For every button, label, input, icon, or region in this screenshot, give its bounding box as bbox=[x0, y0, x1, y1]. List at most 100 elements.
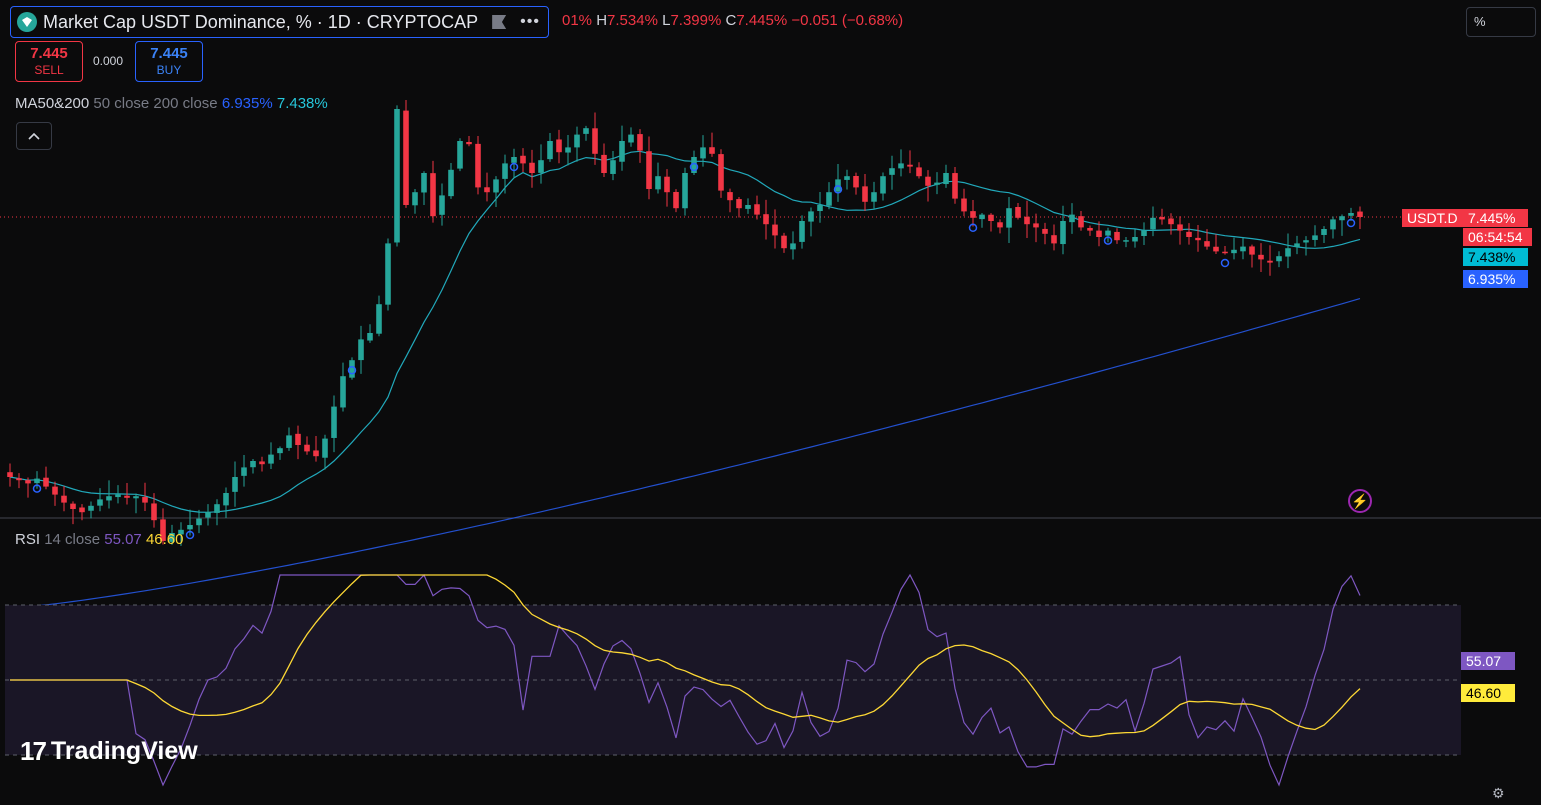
rsi-legend[interactable]: RSI 14 close 55.07 46.60 bbox=[15, 531, 184, 548]
candle-body bbox=[745, 205, 751, 209]
candle-body bbox=[484, 187, 490, 193]
candle-body bbox=[1105, 230, 1111, 236]
candle-body bbox=[772, 224, 778, 236]
candle-body bbox=[1042, 228, 1048, 234]
candle-body bbox=[1231, 249, 1237, 254]
candle-body bbox=[25, 480, 31, 484]
settings-icon[interactable]: ⚙ bbox=[1492, 785, 1505, 801]
tradingview-mark-icon: 17 bbox=[20, 736, 47, 766]
candle-body bbox=[286, 435, 292, 448]
candle-body bbox=[313, 450, 319, 457]
event-marker[interactable] bbox=[347, 365, 357, 375]
ma200-line[interactable] bbox=[9, 298, 1361, 609]
candle-body bbox=[250, 461, 256, 468]
event-marker[interactable] bbox=[509, 162, 519, 172]
candle-body bbox=[1132, 237, 1138, 242]
candle-body bbox=[385, 243, 391, 305]
ohlc-high-value: 7.534% bbox=[607, 12, 658, 29]
candle-body bbox=[106, 496, 112, 501]
candle-body bbox=[844, 176, 850, 180]
candle-body bbox=[1267, 260, 1273, 263]
rsi-legend-value: 55.07 bbox=[104, 531, 142, 548]
symbol-header[interactable]: Market Cap USDT Dominance, % · 1D · CRYP… bbox=[10, 6, 549, 38]
sell-button[interactable]: 7.445 SELL bbox=[15, 41, 83, 82]
event-marker[interactable] bbox=[1220, 258, 1230, 268]
candle-body bbox=[394, 109, 400, 243]
event-marker[interactable] bbox=[833, 185, 843, 194]
rsi-ma-value-label: 46.60 bbox=[1461, 684, 1515, 702]
candle-body bbox=[790, 243, 796, 250]
candle-body bbox=[223, 493, 229, 506]
candle-body bbox=[1285, 248, 1291, 257]
ma-legend[interactable]: MA50&200 50 close 200 close 6.935% 7.438… bbox=[15, 95, 328, 112]
candle-body bbox=[655, 176, 661, 190]
ohlc-low-key: L bbox=[662, 12, 671, 29]
event-marker[interactable] bbox=[32, 484, 42, 493]
ohlc-low-value: 7.399% bbox=[670, 12, 722, 29]
candle-body bbox=[880, 176, 886, 194]
candle-body bbox=[1177, 224, 1183, 231]
candle-body bbox=[997, 222, 1003, 228]
candle-body bbox=[610, 160, 616, 174]
candle-body bbox=[1015, 207, 1021, 218]
candle-body bbox=[1357, 211, 1363, 217]
flag-icon[interactable] bbox=[492, 15, 507, 29]
candle-body bbox=[853, 175, 859, 188]
candle-body bbox=[178, 529, 184, 535]
candle-body bbox=[592, 128, 598, 154]
ma50-price-label: 7.438% bbox=[1463, 248, 1528, 266]
buy-button[interactable]: 7.445 BUY bbox=[135, 41, 203, 82]
candle-body bbox=[1348, 213, 1354, 216]
candle-body bbox=[7, 472, 13, 477]
candle-body bbox=[169, 533, 175, 542]
ma50-line[interactable] bbox=[9, 150, 1361, 513]
candle-body bbox=[214, 504, 220, 513]
candle-body bbox=[16, 478, 22, 481]
candle-body bbox=[637, 134, 643, 151]
event-marker[interactable] bbox=[968, 223, 978, 233]
ohlc-change-value: −0.051 (−0.68%) bbox=[791, 12, 904, 29]
candle-body bbox=[232, 477, 238, 492]
rsi-ma-line[interactable] bbox=[10, 574, 1361, 738]
rsi-legend-params: 14 close bbox=[44, 531, 101, 548]
candle-body bbox=[43, 477, 49, 487]
candle-body bbox=[718, 154, 724, 191]
candle-body bbox=[1249, 246, 1255, 255]
buy-label: BUY bbox=[156, 63, 182, 77]
candle-body bbox=[1114, 231, 1120, 241]
candle-body bbox=[1069, 214, 1075, 223]
candle-body bbox=[1204, 241, 1210, 247]
candle-body bbox=[1087, 227, 1093, 231]
candle-body bbox=[1303, 240, 1309, 243]
tradingview-logo[interactable]: 17 TradingView bbox=[20, 736, 198, 767]
candle-body bbox=[934, 182, 940, 185]
event-marker[interactable] bbox=[689, 162, 699, 172]
ma200-price-label: 6.935% bbox=[1463, 270, 1528, 288]
chevron-up-icon bbox=[28, 132, 40, 140]
event-marker[interactable] bbox=[1346, 218, 1356, 228]
sell-price: 7.445 bbox=[30, 45, 68, 62]
more-options-icon[interactable]: ••• bbox=[520, 13, 540, 30]
ma50-legend-value: 7.438% bbox=[276, 95, 328, 112]
bar-countdown-label: 06:54:54 bbox=[1463, 228, 1532, 246]
rsi-line[interactable] bbox=[10, 573, 1361, 787]
candle-body bbox=[862, 186, 868, 202]
candle-body bbox=[115, 494, 121, 498]
ohlc-open-value: 01% bbox=[562, 12, 593, 29]
candle-body bbox=[241, 467, 247, 476]
collapse-legend-button[interactable] bbox=[16, 122, 52, 150]
scale-mode-toggle[interactable]: % bbox=[1466, 7, 1536, 37]
candle-body bbox=[367, 333, 373, 341]
candle-body bbox=[466, 142, 472, 145]
candle-body bbox=[88, 505, 94, 511]
candle-body bbox=[502, 163, 508, 179]
candle-body bbox=[889, 168, 895, 175]
symbol-title: Market Cap USDT Dominance, % · 1D · CRYP… bbox=[43, 11, 479, 32]
candle-body bbox=[628, 134, 634, 143]
bolt-icon[interactable]: ⚡ bbox=[1348, 489, 1372, 513]
event-marker[interactable] bbox=[185, 530, 195, 540]
event-marker[interactable] bbox=[1103, 236, 1113, 245]
ma-legend-params: 50 close 200 close bbox=[93, 95, 218, 112]
candle-body bbox=[1312, 235, 1318, 240]
